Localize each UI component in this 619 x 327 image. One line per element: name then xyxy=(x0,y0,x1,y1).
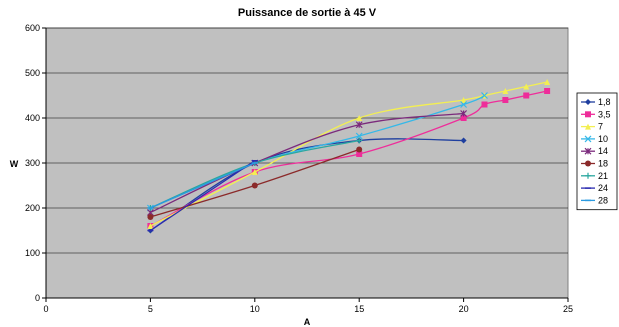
legend-item: 24 xyxy=(581,183,608,193)
series-6 xyxy=(147,146,363,220)
data-point xyxy=(355,132,363,140)
legend-label: 1,8 xyxy=(598,97,611,107)
x-tick-label: 5 xyxy=(148,304,153,314)
legend-label: 3,5 xyxy=(598,109,611,119)
legend-label: 10 xyxy=(598,134,608,144)
data-point xyxy=(481,92,488,99)
legend-label: 24 xyxy=(598,183,608,193)
x-tick-label: 10 xyxy=(250,304,260,314)
series-layer xyxy=(146,79,551,234)
data-point xyxy=(460,137,467,144)
data-point xyxy=(481,101,488,108)
y-axis: 0 100 200 300 400 500 600 xyxy=(25,23,46,303)
data-point xyxy=(147,223,154,229)
data-point xyxy=(355,121,363,129)
data-point xyxy=(585,111,591,118)
chart-title: Puissance de sortie à 45 V xyxy=(238,7,377,19)
x-axis: 0 5 10 15 20 25 xyxy=(43,298,573,314)
y-tick-label: 0 xyxy=(35,293,40,303)
legend-item: 3,5 xyxy=(581,109,611,119)
x-tick-label: 15 xyxy=(354,304,364,314)
data-point xyxy=(356,146,363,153)
data-point xyxy=(356,151,363,157)
x-tick-label: 25 xyxy=(563,304,573,314)
x-tick-label: 0 xyxy=(43,304,48,314)
plot-area xyxy=(45,27,569,299)
y-tick-label: 200 xyxy=(25,203,40,213)
series-9 xyxy=(147,162,258,209)
data-point xyxy=(585,172,591,179)
data-point xyxy=(502,88,509,94)
legend-item: 1,8 xyxy=(581,97,611,107)
data-point xyxy=(460,110,468,117)
legend-label: 21 xyxy=(598,171,608,181)
legend: 1,8 3,5 7 10 14 18 21 24 28 xyxy=(576,92,618,211)
data-point xyxy=(356,115,363,121)
y-axis-title: W xyxy=(10,159,19,169)
data-point xyxy=(544,88,551,94)
legend-item: 18 xyxy=(581,159,608,169)
y-tick-label: 300 xyxy=(25,158,40,168)
y-tick-label: 500 xyxy=(25,68,40,78)
legend-item: 10 xyxy=(581,134,608,144)
x-tick-label: 20 xyxy=(459,304,469,314)
data-point xyxy=(356,137,363,144)
data-point xyxy=(251,182,258,189)
data-point xyxy=(523,83,530,90)
data-point xyxy=(460,115,467,121)
y-tick-label: 400 xyxy=(25,113,40,123)
data-point xyxy=(147,214,154,220)
data-point xyxy=(544,79,551,85)
legend-item: 14 xyxy=(581,146,608,156)
data-point xyxy=(585,160,591,167)
data-point xyxy=(460,97,467,103)
data-point xyxy=(251,169,258,175)
data-point xyxy=(585,123,591,130)
legend-item: 21 xyxy=(581,171,608,181)
data-point xyxy=(584,147,592,155)
data-point xyxy=(585,99,591,105)
series-3 xyxy=(147,79,551,229)
legend-label: 14 xyxy=(598,146,608,156)
x-axis-title: A xyxy=(304,317,311,327)
data-point xyxy=(523,92,530,99)
legend-label: 7 xyxy=(598,122,603,132)
data-point xyxy=(460,101,468,108)
legend-label: 28 xyxy=(598,195,608,205)
legend-item: 7 xyxy=(581,122,603,132)
data-point xyxy=(502,97,509,103)
series-line xyxy=(150,162,256,209)
legend-item: 28 xyxy=(581,195,608,205)
series-line xyxy=(150,112,464,214)
data-point xyxy=(584,135,592,143)
legend-label: 18 xyxy=(598,159,608,169)
series-line xyxy=(150,138,464,232)
y-tick-label: 100 xyxy=(25,248,40,258)
y-tick-label: 600 xyxy=(25,23,40,33)
